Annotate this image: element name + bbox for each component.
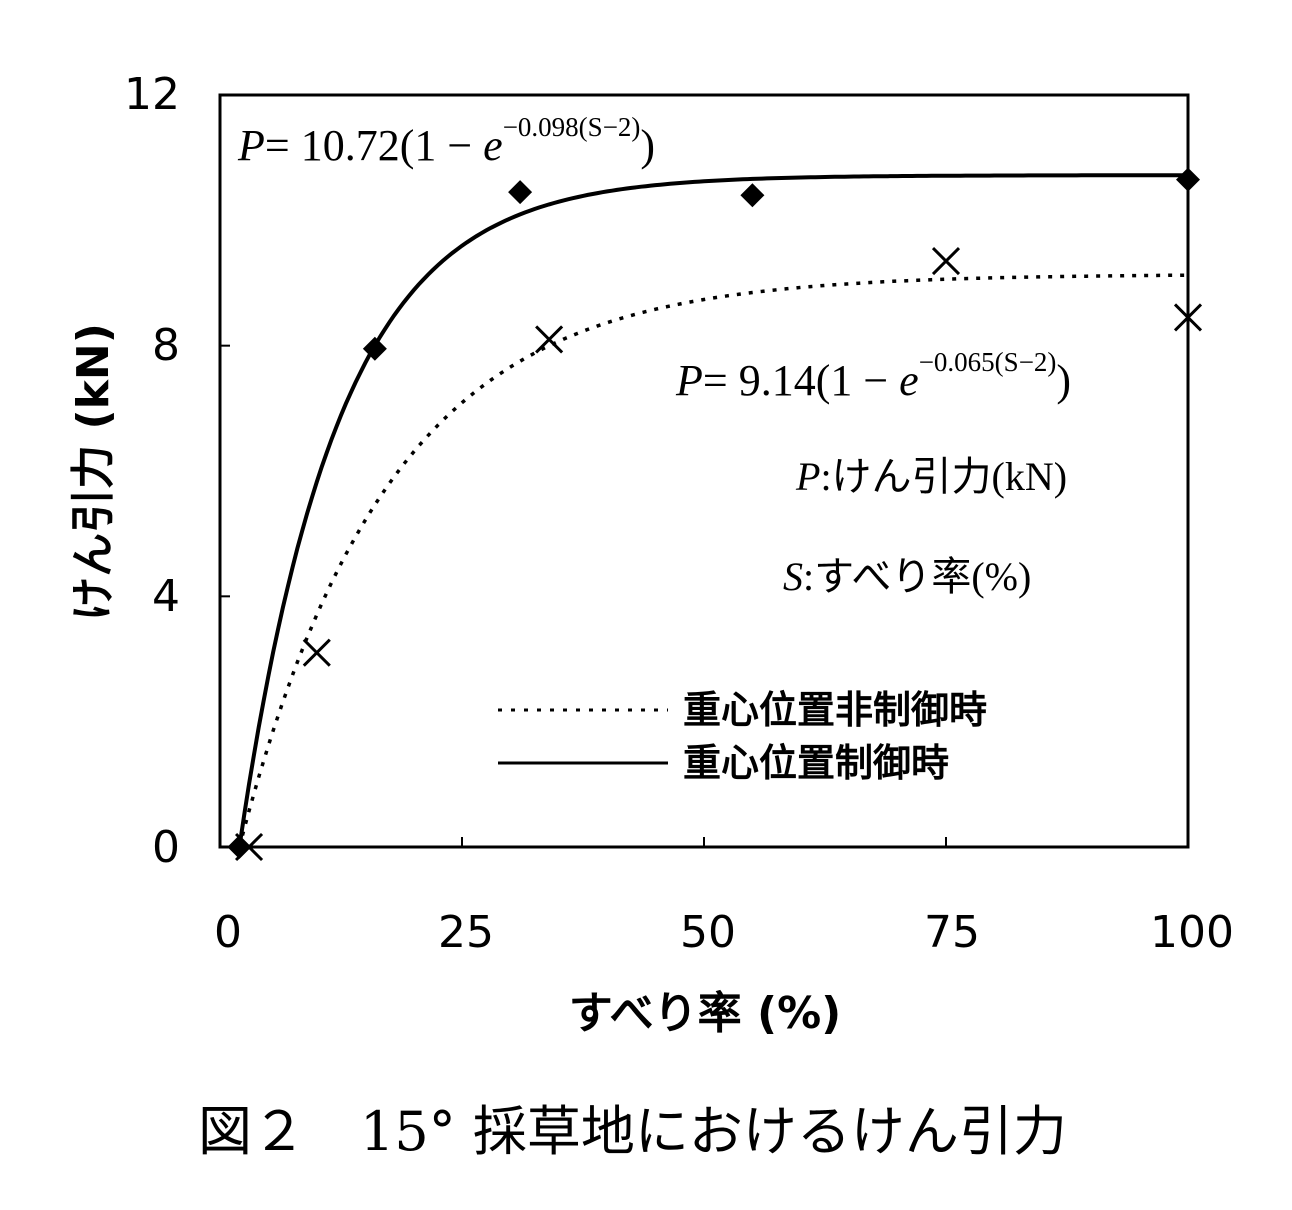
x-tick-label-75: 75: [924, 907, 980, 958]
diamond-marker-4: [1176, 167, 1200, 192]
x-tick-label-100: 100: [1150, 907, 1234, 958]
x-tick-label-0: 0: [214, 907, 242, 958]
fit-curve-uncontrolled: [237, 273, 1188, 848]
axis-ticks: [219, 94, 1189, 848]
data-markers: [227, 167, 1203, 862]
diamond-marker-0: [227, 835, 252, 859]
formula-1: P= 10.72(1 − e−0.098(S−2)): [237, 112, 655, 170]
note-s-text: :すべり率(%): [803, 554, 1031, 599]
note-p-text: :けん引力(kN): [820, 454, 1067, 499]
fit-curve-controlled: [237, 173, 1188, 848]
formula-1-close: ): [640, 121, 655, 170]
diamond-marker-1: [362, 336, 387, 361]
formula-2-lhs: P: [675, 356, 703, 405]
y-tick-label-4: 4: [152, 571, 180, 622]
x-marker-1: [302, 638, 331, 667]
formula-2: P= 9.14(1 − e−0.065(S−2)): [675, 347, 1071, 405]
formula-1-body: = 10.72(1 −: [265, 121, 483, 170]
x-tick-label-50: 50: [680, 907, 736, 958]
y-tick-label-8: 8: [152, 320, 180, 371]
fit-curves: [237, 173, 1188, 848]
figure-caption: 図２ 15° 採草地におけるけん引力: [198, 1100, 1067, 1163]
x-marker-4: [1173, 303, 1203, 332]
note-p-var: P: [795, 454, 820, 499]
legend-label-controlled: 重心位置制御時: [683, 741, 949, 785]
formula-1-exponent: −0.098(S−2): [503, 112, 641, 142]
x-marker-3: [931, 247, 961, 276]
legend-label-uncontrolled: 重心位置非制御時: [683, 688, 987, 732]
formula-1-e: e: [483, 121, 503, 170]
x-tick-label-25: 25: [438, 907, 494, 958]
x-axis-title: すべり率 (%): [569, 988, 842, 1039]
formula-2-close: ): [1056, 356, 1071, 405]
formula-1-lhs: P: [237, 121, 265, 170]
diamond-marker-2: [508, 180, 533, 205]
note-s: S:すべり率(%): [783, 554, 1031, 599]
x-marker-2: [535, 325, 564, 354]
note-p: P:けん引力(kN): [795, 454, 1067, 499]
x-marker-0: [234, 832, 264, 862]
formula-2-body: = 9.14(1 −: [703, 356, 899, 405]
formula-2-e: e: [899, 356, 919, 405]
diamond-marker-3: [740, 183, 765, 208]
legend: 重心位置非制御時 重心位置制御時: [498, 688, 987, 785]
note-s-var: S: [783, 554, 803, 599]
y-axis-title: けん引力 (kN): [68, 323, 119, 621]
y-tick-label-0: 0: [152, 822, 180, 873]
formula-2-exponent: −0.065(S−2): [919, 347, 1057, 377]
y-tick-label-12: 12: [124, 69, 180, 120]
